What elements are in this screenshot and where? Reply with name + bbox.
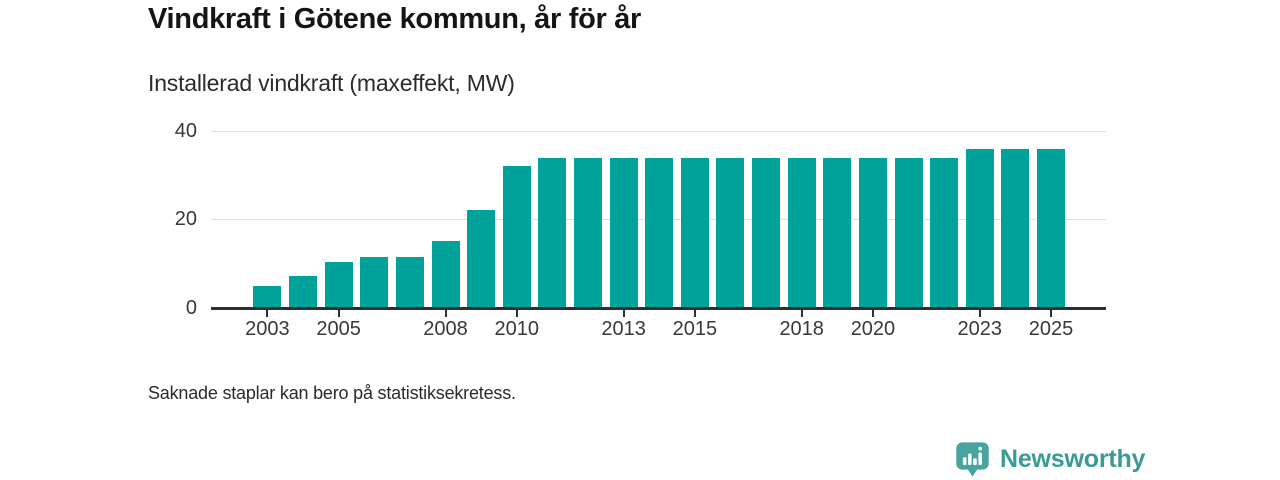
x-axis-line <box>211 306 1106 310</box>
x-tick-mark-2010 <box>515 309 518 317</box>
newsworthy-logo-icon <box>956 442 989 477</box>
bar-2009 <box>467 210 496 308</box>
x-tick-mark-2020 <box>871 309 874 317</box>
x-tick-mark-2005 <box>337 309 340 317</box>
bar-2008 <box>431 241 460 308</box>
x-tick-mark-2003 <box>266 309 269 317</box>
bar-2017 <box>752 157 781 308</box>
bar-2025 <box>1037 149 1066 308</box>
bar-2023 <box>965 149 994 308</box>
gridline-40 <box>211 130 1106 132</box>
bar-2010 <box>502 166 531 308</box>
x-tick-mark-2018 <box>800 309 803 317</box>
x-axis-label-2018: 2018 <box>779 318 824 340</box>
y-axis-label-40: 40 <box>174 119 197 142</box>
x-axis-label-2023: 2023 <box>957 318 1003 340</box>
bar-2024 <box>1001 149 1030 308</box>
x-tick-mark-2023 <box>978 309 981 317</box>
chart-title: Vindkraft i Götene kommun, år för år <box>148 3 642 35</box>
x-axis-label-2015: 2015 <box>672 318 718 340</box>
y-axis-label-0: 0 <box>185 297 197 319</box>
x-axis-label-2008: 2008 <box>423 318 468 340</box>
bar-2013 <box>609 157 638 308</box>
x-tick-mark-2013 <box>622 309 625 317</box>
bar-2005 <box>324 261 353 308</box>
bar-2007 <box>395 256 424 308</box>
bar-2016 <box>716 157 745 308</box>
bar-2011 <box>538 157 567 308</box>
x-axis-label-2010: 2010 <box>494 318 539 340</box>
newsworthy-wordmark: Newsworthy <box>1000 445 1146 473</box>
x-axis-label-2013: 2013 <box>601 318 646 340</box>
x-axis-label-2020: 2020 <box>850 318 896 340</box>
bar-2022 <box>930 157 959 308</box>
chart-subtitle: Installerad vindkraft (maxeffekt, MW) <box>148 70 515 96</box>
y-axis-label-20: 20 <box>174 208 197 231</box>
newsworthy-branding: Newsworthy <box>954 441 1145 478</box>
bar-2015 <box>680 157 709 308</box>
bar-2006 <box>360 256 389 308</box>
x-axis-label-2003: 2003 <box>245 318 290 340</box>
bar-2018 <box>787 157 816 308</box>
bar-2021 <box>894 157 923 308</box>
x-axis-label-2005: 2005 <box>316 318 361 340</box>
bar-2003 <box>253 286 282 308</box>
x-tick-mark-2025 <box>1050 309 1053 317</box>
footnote: Saknade staplar kan bero på statistiksek… <box>148 383 516 403</box>
bar-2019 <box>823 157 852 308</box>
x-axis-label-2025: 2025 <box>1028 318 1074 340</box>
x-tick-mark-2008 <box>444 309 447 317</box>
bar-2004 <box>289 276 318 308</box>
bar-2020 <box>858 157 887 308</box>
bar-2014 <box>645 157 674 308</box>
x-tick-mark-2015 <box>693 309 696 317</box>
bar-2012 <box>573 157 602 308</box>
